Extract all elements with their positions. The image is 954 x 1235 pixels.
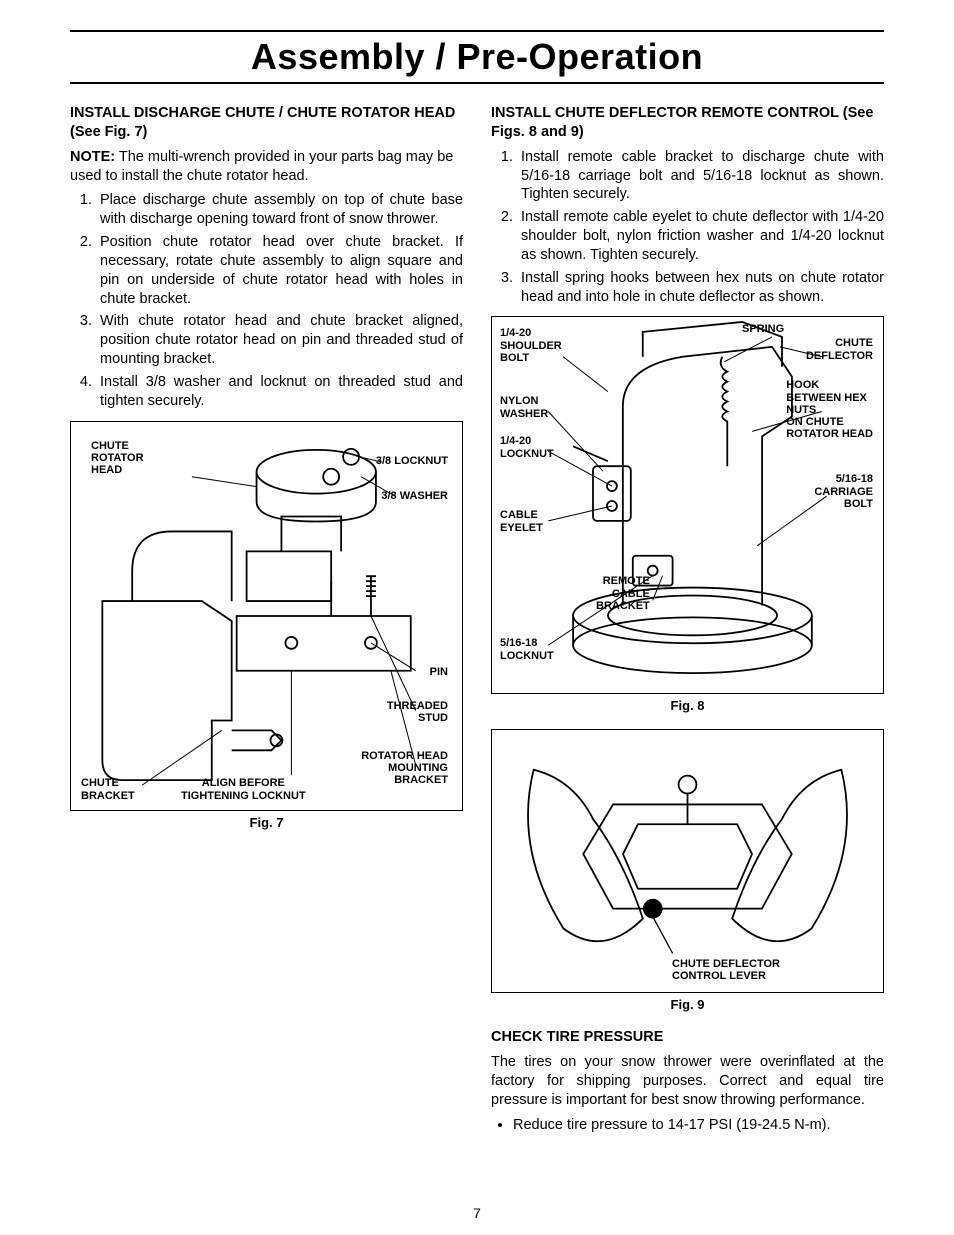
callout-hook: HOOK BETWEEN HEX NUTS ON CHUTE ROTATOR H… [786, 379, 873, 439]
figure-8: 1/4-20 SHOULDER BOLT NYLON WASHER 1/4-20… [491, 316, 884, 694]
content-columns: INSTALL DISCHARGE CHUTE / CHUTE ROTATOR … [70, 104, 884, 1138]
tire-heading: CHECK TIRE PRESSURE [491, 1028, 884, 1047]
left-step-list: Place discharge chute assembly on top of… [70, 191, 463, 410]
note-paragraph: NOTE: The multi-wrench provided in your … [70, 148, 463, 186]
figure-9-svg [492, 730, 883, 992]
list-item: Reduce tire pressure to 14-17 PSI (19-24… [513, 1116, 884, 1135]
callout-locknut: 3/8 LOCKNUT [376, 455, 448, 467]
right-step-list: Install remote cable bracket to discharg… [491, 148, 884, 307]
callout-mounting-bracket: ROTATOR HEAD MOUNTING BRACKET [361, 750, 448, 786]
callout-locknut-14: 1/4-20 LOCKNUT [500, 435, 554, 459]
callout-chute-deflector: CHUTE DEFLECTOR [806, 337, 873, 361]
list-item: Install 3/8 washer and locknut on thread… [96, 373, 463, 411]
figure-7-caption: Fig. 7 [70, 815, 463, 832]
callout-threaded-stud: THREADED STUD [387, 700, 448, 724]
callout-chute-rotator-head: CHUTE ROTATOR HEAD [91, 440, 144, 476]
figure-9: CHUTE DEFLECTOR CONTROL LEVER [491, 729, 884, 993]
callout-pin: PIN [430, 666, 448, 678]
callout-align: ALIGN BEFORE TIGHTENING LOCKNUT [181, 777, 306, 801]
page-title: Assembly / Pre-Operation [70, 36, 884, 78]
figure-7: CHUTE ROTATOR HEAD 3/8 LOCKNUT 3/8 WASHE… [70, 421, 463, 811]
callout-carriage-bolt: 5/16-18 CARRIAGE BOLT [814, 473, 873, 509]
callout-remote-cable-bracket: REMOTE CABLE BRACKET [596, 575, 650, 611]
figure-8-caption: Fig. 8 [491, 698, 884, 715]
tire-paragraph: The tires on your snow thrower were over… [491, 1053, 884, 1110]
list-item: Position chute rotator head over chute b… [96, 233, 463, 308]
rule-bottom [70, 82, 884, 84]
callout-spring: SPRING [742, 323, 784, 335]
callout-cable-eyelet: CABLE EYELET [500, 509, 543, 533]
right-column: INSTALL CHUTE DEFLECTOR REMOTE CONTROL (… [491, 104, 884, 1138]
rule-top [70, 30, 884, 32]
list-item: Install spring hooks between hex nuts on… [517, 269, 884, 307]
tire-bullet-list: Reduce tire pressure to 14-17 PSI (19-24… [491, 1116, 884, 1135]
right-heading: INSTALL CHUTE DEFLECTOR REMOTE CONTROL (… [491, 104, 884, 142]
left-column: INSTALL DISCHARGE CHUTE / CHUTE ROTATOR … [70, 104, 463, 1138]
page-number: 7 [0, 1205, 954, 1221]
callout-locknut-516: 5/16-18 LOCKNUT [500, 637, 554, 661]
callout-chute-bracket: CHUTE BRACKET [81, 777, 135, 801]
note-text: The multi-wrench provided in your parts … [70, 149, 453, 184]
list-item: With chute rotator head and chute bracke… [96, 312, 463, 369]
list-item: Place discharge chute assembly on top of… [96, 191, 463, 229]
callout-shoulder-bolt: 1/4-20 SHOULDER BOLT [500, 327, 562, 363]
callout-control-lever: CHUTE DEFLECTOR CONTROL LEVER [672, 958, 780, 982]
left-heading: INSTALL DISCHARGE CHUTE / CHUTE ROTATOR … [70, 104, 463, 142]
callout-nylon-washer: NYLON WASHER [500, 395, 548, 419]
note-label: NOTE: [70, 149, 115, 165]
callout-washer: 3/8 WASHER [381, 490, 448, 502]
figure-9-caption: Fig. 9 [491, 997, 884, 1014]
list-item: Install remote cable eyelet to chute def… [517, 208, 884, 265]
list-item: Install remote cable bracket to discharg… [517, 148, 884, 205]
